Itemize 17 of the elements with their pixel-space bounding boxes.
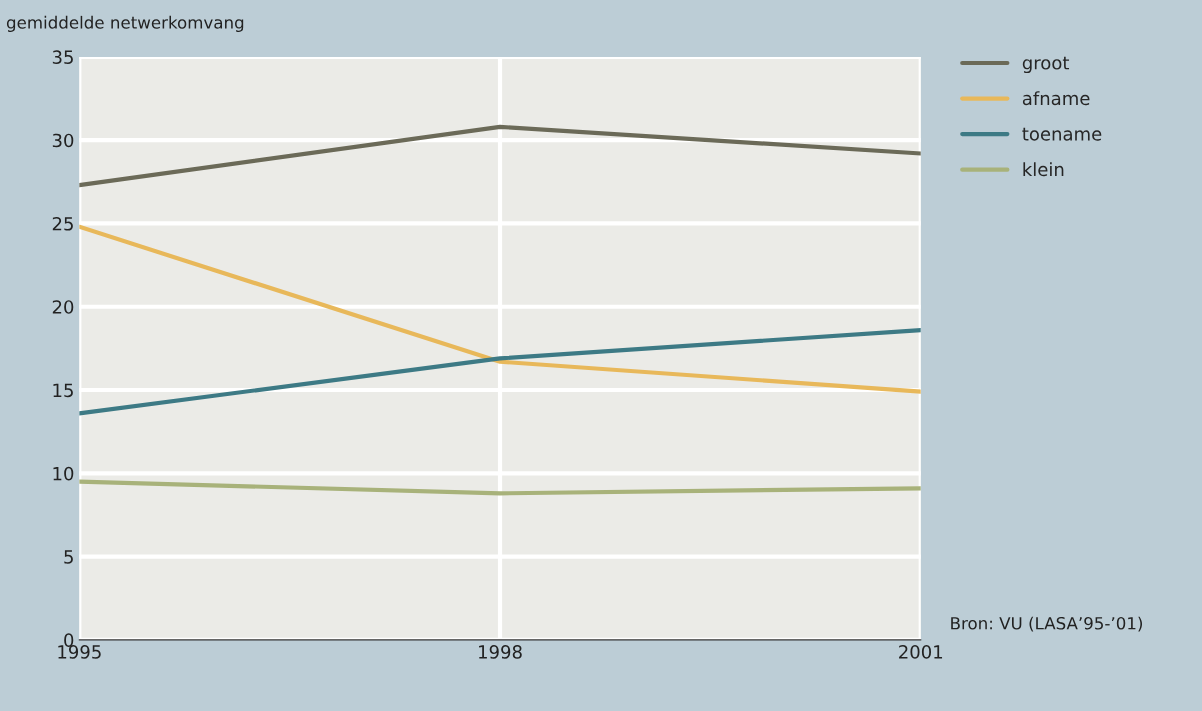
y-tick-label: 25 (52, 216, 73, 231)
y-tick-label: 30 (52, 133, 74, 148)
legend-label: afname (1022, 91, 1090, 106)
x-tick-label: 1998 (479, 645, 522, 659)
y-tick-label: 0 (64, 633, 74, 648)
y-tick-label: 20 (52, 300, 74, 314)
y-tick-label: 15 (53, 383, 73, 398)
y-tick-label: 10 (53, 466, 74, 481)
x-tick-label: 2001 (899, 645, 943, 659)
legend-label: groot (1022, 56, 1070, 74)
legend-label: toename (1022, 127, 1102, 141)
y-tick-label: 35 (52, 50, 73, 64)
y-axis-title: gemiddelde netwerkomvang (6, 15, 244, 32)
legend-label: klein (1023, 162, 1064, 177)
text: Bron: VU (LASA’95-’01) (951, 616, 1143, 632)
y-tick-label: 5 (64, 550, 73, 564)
x-tick-label: 1995 (58, 645, 101, 659)
